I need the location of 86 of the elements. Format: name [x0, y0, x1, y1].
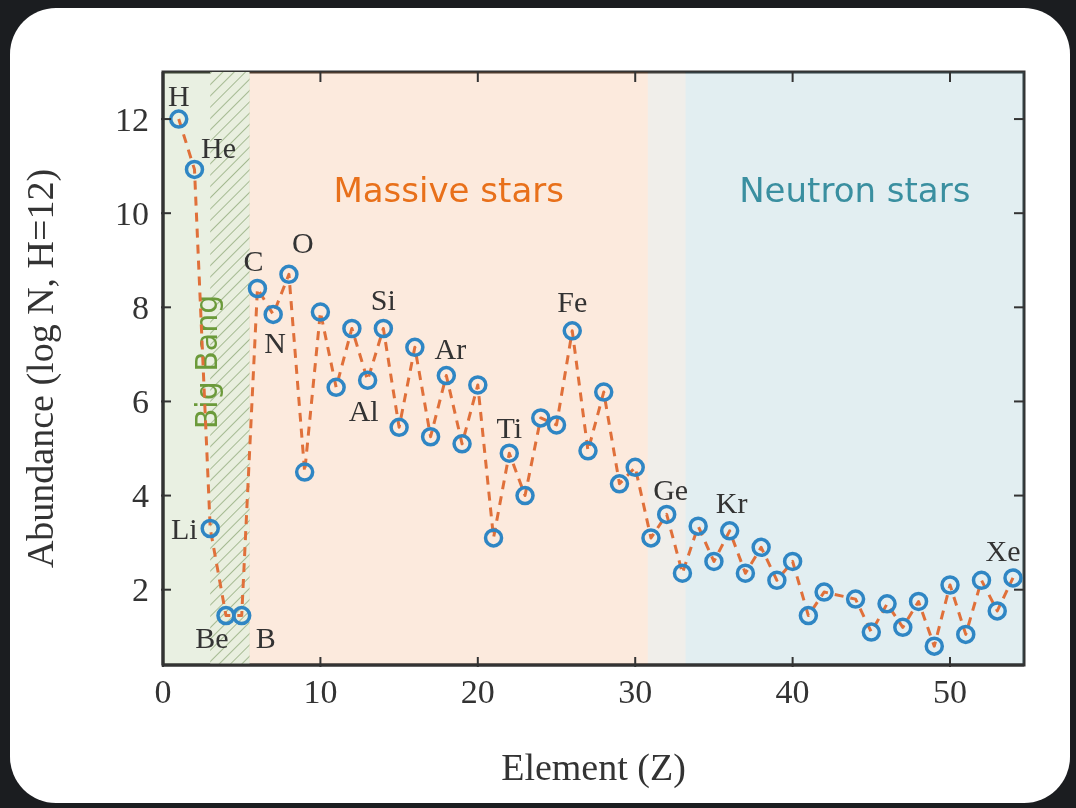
- x-tick-label: 50: [933, 673, 968, 710]
- annotation: Fe: [557, 285, 588, 319]
- point: [940, 575, 960, 595]
- x-tick-label: 10: [303, 673, 338, 710]
- annotation: Be: [195, 621, 229, 655]
- point: [704, 551, 724, 572]
- x-tick-label: 30: [618, 673, 653, 710]
- annotation: Li: [170, 512, 198, 546]
- point: [751, 537, 771, 558]
- annotation: Si: [370, 283, 396, 316]
- x-tick-label: 0: [154, 673, 172, 710]
- y-tick-label: 4: [132, 477, 149, 515]
- band-label: Big Bang: [188, 294, 224, 430]
- point: [247, 278, 268, 299]
- point: [216, 605, 236, 626]
- point: [515, 485, 535, 506]
- point: [719, 521, 740, 541]
- point: [562, 321, 582, 341]
- point: [468, 375, 488, 395]
- point: [342, 318, 362, 339]
- band-label: Massive stars: [333, 170, 564, 210]
- annotation: B: [255, 621, 276, 655]
- x-tick-label: 20: [460, 673, 495, 710]
- x-tick-label: 40: [775, 673, 810, 710]
- point: [200, 518, 220, 539]
- point: [1003, 568, 1023, 588]
- annotation: Ge: [653, 472, 689, 506]
- point: [593, 382, 614, 402]
- point: [971, 570, 992, 591]
- point: [546, 415, 567, 435]
- point: [672, 563, 693, 583]
- y-tick-label: 6: [132, 382, 149, 420]
- point: [987, 601, 1007, 621]
- point: [326, 377, 346, 398]
- point: [168, 109, 189, 129]
- point: [310, 302, 331, 322]
- y-tick-label: 8: [132, 288, 149, 326]
- point: [893, 617, 913, 638]
- point: [861, 622, 882, 642]
- annotation: Kr: [715, 486, 748, 520]
- point: [845, 589, 866, 609]
- point: [420, 426, 441, 447]
- point: [294, 462, 315, 482]
- point: [908, 591, 929, 612]
- point: [357, 370, 378, 391]
- point: [578, 441, 598, 461]
- point: [641, 528, 661, 548]
- point: [405, 337, 425, 358]
- point: [263, 304, 283, 325]
- point: [956, 624, 976, 645]
- y-tick-label: 12: [115, 100, 149, 138]
- point: [877, 594, 897, 614]
- point: [609, 474, 630, 494]
- point: [499, 443, 520, 463]
- point: [483, 528, 504, 548]
- annotation: Al: [348, 393, 379, 427]
- point: [452, 434, 472, 454]
- point: [782, 551, 803, 572]
- annotation: O: [292, 225, 314, 259]
- point: [735, 563, 756, 583]
- y-axis-title: Abundance (log N, H=12): [19, 168, 63, 569]
- annotation: C: [243, 243, 264, 277]
- x-axis-title: Element (Z): [501, 746, 686, 789]
- point: [436, 365, 457, 386]
- band-label: Neutron stars: [739, 170, 971, 210]
- point: [389, 417, 409, 438]
- point: [531, 408, 551, 428]
- annotation: He: [200, 130, 236, 164]
- y-tick-label: 10: [115, 194, 149, 232]
- annotation: H: [167, 78, 190, 112]
- y-tick-label: 2: [132, 571, 149, 609]
- annotation: Xe: [985, 534, 1021, 568]
- point: [231, 605, 252, 626]
- point: [279, 264, 299, 285]
- point: [814, 582, 834, 602]
- point: [625, 457, 645, 478]
- point: [798, 605, 819, 626]
- point: [373, 318, 394, 339]
- point: [184, 159, 205, 180]
- annotation: Ar: [434, 332, 467, 366]
- annotation: Ti: [496, 410, 523, 444]
- point: [924, 636, 945, 656]
- annotation: N: [264, 325, 287, 359]
- point: [656, 504, 677, 525]
- point: [767, 570, 787, 591]
- point: [688, 516, 708, 536]
